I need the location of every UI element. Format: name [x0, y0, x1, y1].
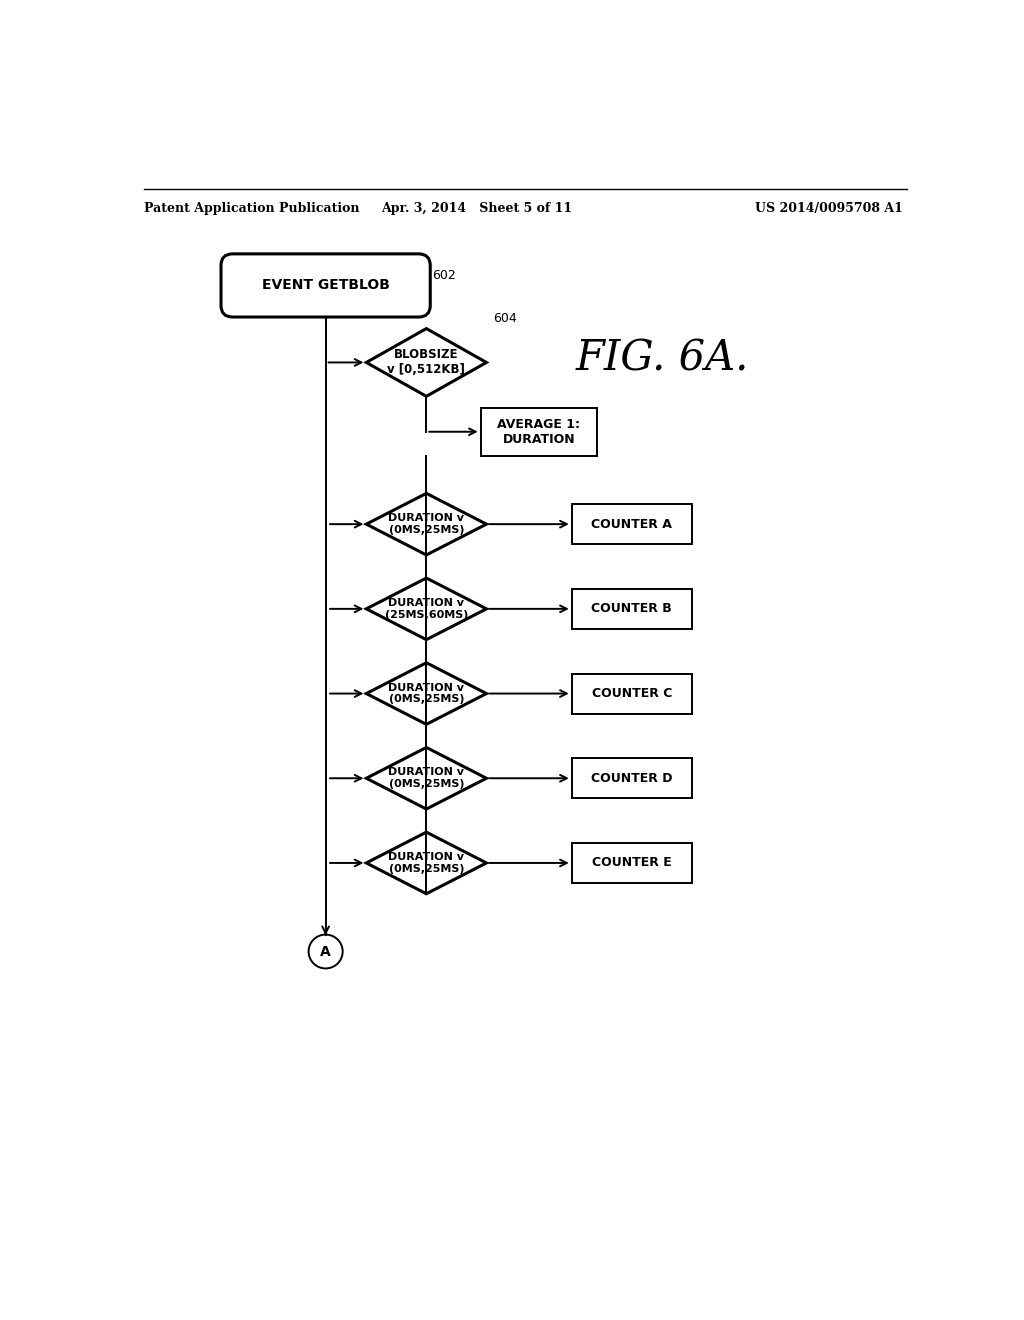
Bar — [571, 589, 692, 628]
Polygon shape — [367, 663, 486, 725]
Text: Patent Application Publication: Patent Application Publication — [143, 202, 359, 215]
Polygon shape — [367, 494, 486, 554]
Text: DURATION v
(0MS,25MS): DURATION v (0MS,25MS) — [388, 767, 464, 789]
Polygon shape — [367, 832, 486, 894]
Polygon shape — [367, 329, 486, 396]
Text: AVERAGE 1:
DURATION: AVERAGE 1: DURATION — [498, 417, 581, 446]
Text: Apr. 3, 2014   Sheet 5 of 11: Apr. 3, 2014 Sheet 5 of 11 — [381, 202, 572, 215]
Bar — [571, 504, 692, 544]
Polygon shape — [367, 578, 486, 640]
Text: DURATION v
(25MS,60MS): DURATION v (25MS,60MS) — [385, 598, 468, 619]
Bar — [571, 758, 692, 799]
Text: COUNTER E: COUNTER E — [592, 857, 672, 870]
Polygon shape — [367, 747, 486, 809]
Text: COUNTER B: COUNTER B — [592, 602, 672, 615]
Bar — [571, 673, 692, 714]
Text: DURATION v
(0MS,25MS): DURATION v (0MS,25MS) — [388, 513, 464, 535]
Text: COUNTER D: COUNTER D — [591, 772, 673, 785]
Text: DURATION v
(0MS,25MS): DURATION v (0MS,25MS) — [388, 682, 464, 705]
Text: A: A — [321, 945, 331, 958]
Bar — [571, 843, 692, 883]
Text: FIG. 6A.: FIG. 6A. — [577, 338, 750, 380]
Text: 604: 604 — [493, 313, 516, 326]
Text: 602: 602 — [432, 268, 457, 281]
Text: COUNTER A: COUNTER A — [591, 517, 672, 531]
Text: COUNTER C: COUNTER C — [592, 686, 672, 700]
Text: DURATION v
(0MS,25MS): DURATION v (0MS,25MS) — [388, 853, 464, 874]
FancyBboxPatch shape — [221, 253, 430, 317]
Circle shape — [308, 935, 343, 969]
Text: EVENT GETBLOB: EVENT GETBLOB — [262, 279, 389, 293]
Text: US 2014/0095708 A1: US 2014/0095708 A1 — [755, 202, 903, 215]
Text: BLOBSIZE
v [0,512KB]: BLOBSIZE v [0,512KB] — [387, 348, 465, 376]
Bar — [480, 408, 597, 455]
